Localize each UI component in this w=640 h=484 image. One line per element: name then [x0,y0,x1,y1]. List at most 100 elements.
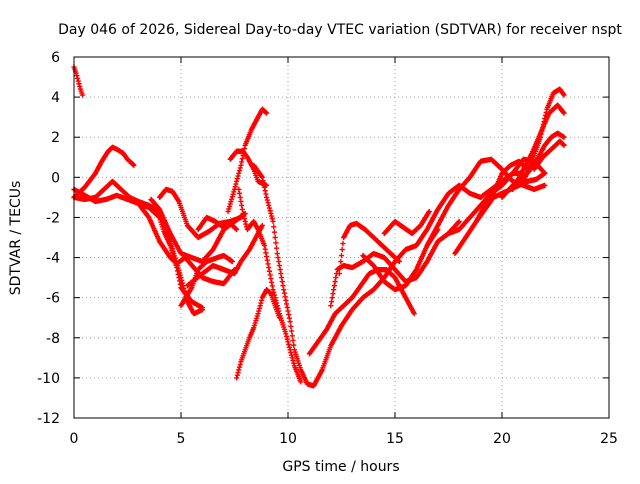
data-point [282,294,288,300]
data-point [537,134,544,140]
data-point [331,283,337,289]
series-arc-9 [195,214,240,233]
data-point [542,115,548,122]
data-point [561,92,567,98]
series-arc-7 [157,186,244,241]
data-point [241,213,247,219]
data-point [230,191,236,197]
data-point [227,201,233,207]
data-point [233,181,239,187]
data-point [257,303,263,309]
data-point [298,379,304,385]
series-arc-15 [251,162,377,389]
data-point [268,279,275,285]
data-point [286,344,293,350]
data-point [167,242,173,249]
data-point [275,254,281,261]
data-point [261,184,268,190]
x-tick-label: 0 [70,431,79,447]
data-point [241,145,248,152]
plot-frame [73,56,610,419]
data-point [540,125,546,131]
data-point [235,369,241,376]
x-tick-label: 5 [177,431,186,447]
data-point [328,299,335,305]
data-point [76,81,82,87]
chart-title: Day 046 of 2026, Sidereal Day-to-day VTE… [58,22,622,38]
data-point [270,218,276,225]
data-point [169,250,176,256]
data-point [284,336,290,342]
data-point [285,339,291,345]
data-point [228,199,234,205]
series-arc-17 [336,220,402,277]
data-point [259,297,265,303]
data-point [542,182,548,188]
grid [74,57,609,418]
data-point [279,279,285,285]
data-point [271,229,278,235]
data-point [234,372,240,378]
data-point [260,178,266,184]
data-point [231,189,237,195]
data-point [229,258,235,265]
x-tick-label: 25 [600,431,618,447]
data-point [199,305,205,311]
data-point [229,194,235,200]
data-point [286,315,293,321]
y-tick-label: -2 [46,210,60,226]
data-point [287,319,293,325]
data-point [280,283,286,289]
data-point [291,360,297,366]
data-point [239,156,245,162]
data-point [261,181,267,187]
data-point [74,75,81,81]
data-point [229,196,235,202]
data-point [456,218,462,225]
data-point [268,276,274,282]
data-point [234,375,240,381]
data-point [274,250,280,257]
data-point [541,119,547,125]
data-point [266,205,273,211]
data-point [411,311,417,317]
data-point [236,364,243,370]
data-point [539,128,545,134]
data-point [264,110,270,116]
y-tick-label: -6 [46,291,60,307]
y-tick-label: 0 [51,170,60,186]
data-point [238,162,244,168]
data-point [79,92,86,98]
data-point [288,323,294,330]
data-point [560,109,566,115]
series-arc-20 [381,208,432,237]
data-point [234,176,240,182]
data-point [276,315,283,321]
data-point [239,206,245,213]
data-point [268,213,275,219]
data-point [283,301,290,307]
data-point [234,226,240,233]
data-point [266,268,273,274]
data-point [271,224,277,230]
data-point [281,290,288,296]
data-point [225,208,231,215]
data-point [74,73,80,79]
data-point [226,206,232,212]
data-point [289,333,295,339]
data-point [330,291,336,297]
data-point [283,297,289,303]
data-point [238,198,244,204]
data-point [259,174,265,180]
data-point [269,216,275,222]
data-point [339,246,345,253]
data-point [278,275,285,281]
data-point [264,257,270,263]
data-point [267,272,273,278]
data-point [270,287,276,293]
series-arc-28 [520,86,567,184]
y-tick-label: -8 [46,331,60,347]
data-point [235,173,241,179]
data-point [258,300,264,306]
data-point [269,283,275,289]
